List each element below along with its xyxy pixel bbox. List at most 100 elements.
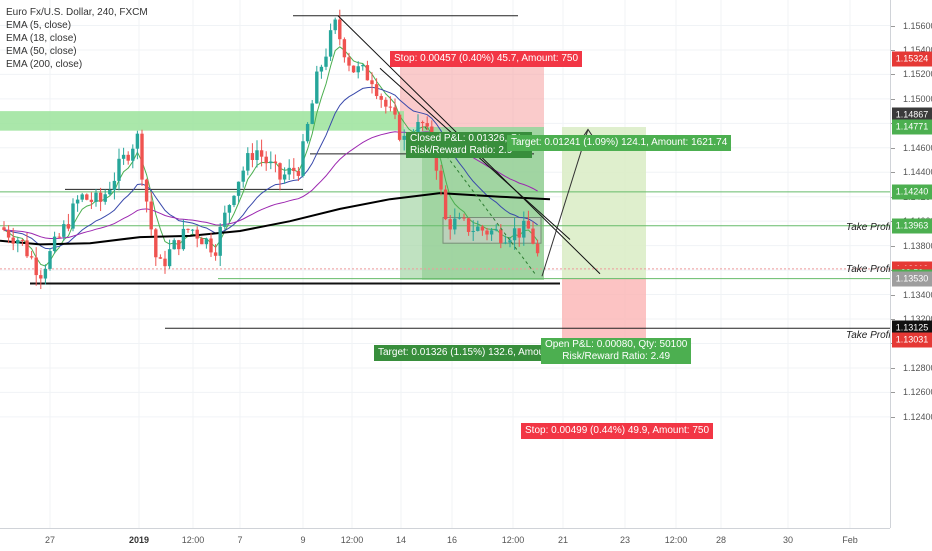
time-tick-label: 12:00 bbox=[501, 535, 525, 545]
time-tick-label: 23 bbox=[619, 535, 631, 545]
price-tick-mark bbox=[891, 294, 895, 296]
candle-body bbox=[485, 230, 489, 235]
candle-body bbox=[158, 257, 163, 259]
long-open-pnl-label[interactable]: Open P&L: 0.00080, Qty: 50100 Risk/Rewar… bbox=[541, 338, 692, 364]
short-stop-zone bbox=[400, 64, 544, 128]
short-target-label[interactable]: Target: 0.01326 (1.15%) 132.6, Amount: bbox=[374, 345, 560, 361]
candle-body bbox=[11, 237, 15, 244]
candle-body bbox=[6, 229, 11, 238]
price-tick-mark bbox=[891, 98, 895, 100]
candle-body bbox=[282, 174, 287, 180]
price-tick-label: 1.15400 bbox=[903, 44, 932, 55]
time-tick-label: 12:00 bbox=[340, 535, 364, 545]
candle-body bbox=[66, 224, 71, 229]
take-profit-label-2: Take Profit bbox=[846, 264, 894, 275]
candle-body bbox=[453, 218, 457, 230]
candle-body bbox=[117, 158, 121, 181]
candle-body bbox=[94, 192, 98, 202]
time-tick-label: 28 bbox=[715, 535, 727, 545]
candle-body bbox=[89, 199, 94, 202]
legend-title: Euro Fx/U.S. Dollar, 240, FXCM bbox=[6, 7, 148, 18]
candle-body bbox=[195, 229, 199, 239]
short-stop-label[interactable]: Stop: 0.00457 (0.40%) 45.7, Amount: 750 bbox=[390, 51, 583, 67]
candle-body bbox=[448, 219, 452, 230]
time-axis[interactable]: 27 2019 12:00 7 9 12:00 14 16 12:00 21 23 12:00 28 30… bbox=[0, 528, 890, 551]
candle-body bbox=[236, 181, 241, 196]
candle-body bbox=[121, 154, 126, 159]
candle-body bbox=[57, 236, 61, 238]
candle-body bbox=[361, 65, 365, 67]
price-tick-label: 1.14400 bbox=[903, 167, 932, 178]
candle-body bbox=[351, 65, 356, 73]
candle-body bbox=[443, 189, 448, 220]
price-tick-label: 1.15000 bbox=[903, 93, 932, 104]
price-tick-mark bbox=[891, 25, 895, 27]
candle-body bbox=[126, 154, 130, 161]
candle-body bbox=[232, 195, 236, 206]
candle-body bbox=[333, 19, 337, 31]
candle-body bbox=[434, 149, 439, 171]
candle-body bbox=[393, 107, 397, 115]
candle-body bbox=[489, 230, 494, 235]
candle-body bbox=[476, 226, 480, 231]
time-tick-label: 14 bbox=[395, 535, 407, 545]
candle-body bbox=[140, 133, 144, 180]
candle-body bbox=[103, 194, 107, 202]
price-tick-mark bbox=[891, 319, 895, 321]
candle-body bbox=[149, 201, 153, 230]
candle-body bbox=[315, 71, 319, 104]
candle-body bbox=[213, 252, 218, 256]
resistance-zone bbox=[0, 111, 404, 131]
take-profit-label-3: Take Profit bbox=[846, 330, 894, 341]
candle-body bbox=[384, 99, 388, 107]
candle-body bbox=[305, 123, 310, 142]
short-rr-text: Risk/Reward Ratio: 2.9 bbox=[410, 145, 513, 156]
candle-body bbox=[108, 190, 112, 195]
candle-body bbox=[241, 170, 245, 182]
candle-body bbox=[71, 203, 75, 229]
time-tick-label: 7 bbox=[237, 535, 243, 545]
candle-body bbox=[522, 220, 526, 238]
price-tick-label: 1.12800 bbox=[903, 362, 932, 373]
candle-body bbox=[85, 194, 89, 200]
candle-body bbox=[48, 251, 52, 269]
candle-body bbox=[420, 121, 425, 124]
candle-body bbox=[16, 239, 20, 244]
price-chart[interactable] bbox=[0, 0, 890, 528]
candle-body bbox=[273, 161, 278, 164]
candle-body bbox=[503, 242, 508, 244]
time-tick-label: 9 bbox=[300, 535, 306, 545]
candle-body bbox=[517, 228, 521, 238]
price-badge: 1.13530 bbox=[892, 271, 932, 287]
candle-body bbox=[397, 114, 402, 140]
candle-body bbox=[255, 150, 259, 161]
price-tick-label: 1.13400 bbox=[903, 289, 932, 300]
candle-body bbox=[480, 226, 485, 231]
long-stop-label[interactable]: Stop: 0.00499 (0.44%) 49.9, Amount: 750 bbox=[521, 423, 714, 439]
candle-body bbox=[62, 224, 66, 237]
candle-body bbox=[319, 66, 324, 72]
candle-body bbox=[374, 84, 379, 97]
candle-body bbox=[278, 163, 282, 180]
chart-legend: Euro Fx/U.S. Dollar, 240, FXCM EMA (5, c… bbox=[6, 6, 148, 71]
candle-body bbox=[177, 240, 181, 250]
price-axis[interactable]: 1.156001.154001.152001.150001.148001.146… bbox=[890, 0, 932, 528]
price-tick-label: 1.12400 bbox=[903, 411, 932, 422]
candle-body bbox=[135, 133, 140, 149]
candle-body bbox=[80, 194, 84, 200]
candle-body bbox=[356, 66, 360, 73]
price-tick-label: 1.14600 bbox=[903, 142, 932, 153]
candle-body bbox=[190, 229, 195, 231]
candle-body bbox=[204, 238, 209, 245]
candle-body bbox=[167, 249, 172, 267]
candle-body bbox=[471, 230, 475, 232]
candle-body bbox=[301, 141, 305, 176]
candle-body bbox=[292, 167, 296, 172]
candle-body bbox=[287, 167, 291, 175]
price-badge: 1.15324 bbox=[892, 51, 932, 67]
candle-body bbox=[324, 56, 328, 67]
candle-body bbox=[209, 238, 213, 253]
candle-body bbox=[402, 135, 406, 140]
short-closed-pnl-text: Closed P&L: 0.01326, Qty: bbox=[410, 133, 529, 144]
long-target-label[interactable]: Target: 0.01241 (1.09%) 124.1, Amount: 1… bbox=[507, 135, 732, 151]
